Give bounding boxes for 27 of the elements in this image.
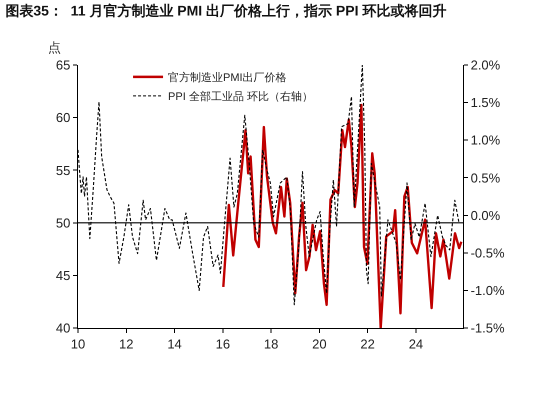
x-tick-label: 18 [264, 336, 278, 352]
x-tick-label: 22 [360, 336, 375, 352]
x-tick-label: 12 [119, 336, 134, 352]
y-axis-title: 点 [48, 40, 61, 55]
y2-tick-label: -1.0% [470, 282, 505, 298]
chart-title: 图表35： 11 月官方制造业 PMI 出厂价格上行，指示 PPI 环比或将回升 [5, 2, 446, 19]
y-tick-label: 55 [56, 162, 70, 178]
y2-tick-label: -1.5% [470, 320, 505, 336]
y-tick-label: 40 [56, 320, 70, 336]
x-tick-label: 14 [167, 336, 182, 352]
y2-tick-label: 1.0% [470, 132, 501, 148]
y2-tick-label: -0.5% [470, 245, 505, 260]
y-tick-label: 45 [56, 268, 70, 283]
y2-tick-label: 1.5% [470, 95, 501, 110]
y-tick-label: 50 [56, 215, 70, 230]
legend-label: 官方制造业PMI出厂价格 [168, 71, 287, 84]
line-series [222, 104, 463, 328]
x-tick-label: 10 [70, 336, 86, 352]
x-tick-label: 20 [312, 336, 327, 352]
y-tick-label: 65 [56, 58, 70, 73]
legend-label: PPI 全部工业品 环比（右轴） [168, 90, 313, 104]
y2-tick-label: 2.0% [470, 58, 501, 73]
y2-tick-label: 0.5% [470, 170, 501, 186]
x-tick-label: 24 [408, 336, 424, 352]
x-tick-label: 16 [216, 336, 230, 352]
y2-tick-label: 0.0% [470, 208, 501, 223]
y-tick-label: 60 [56, 110, 70, 126]
